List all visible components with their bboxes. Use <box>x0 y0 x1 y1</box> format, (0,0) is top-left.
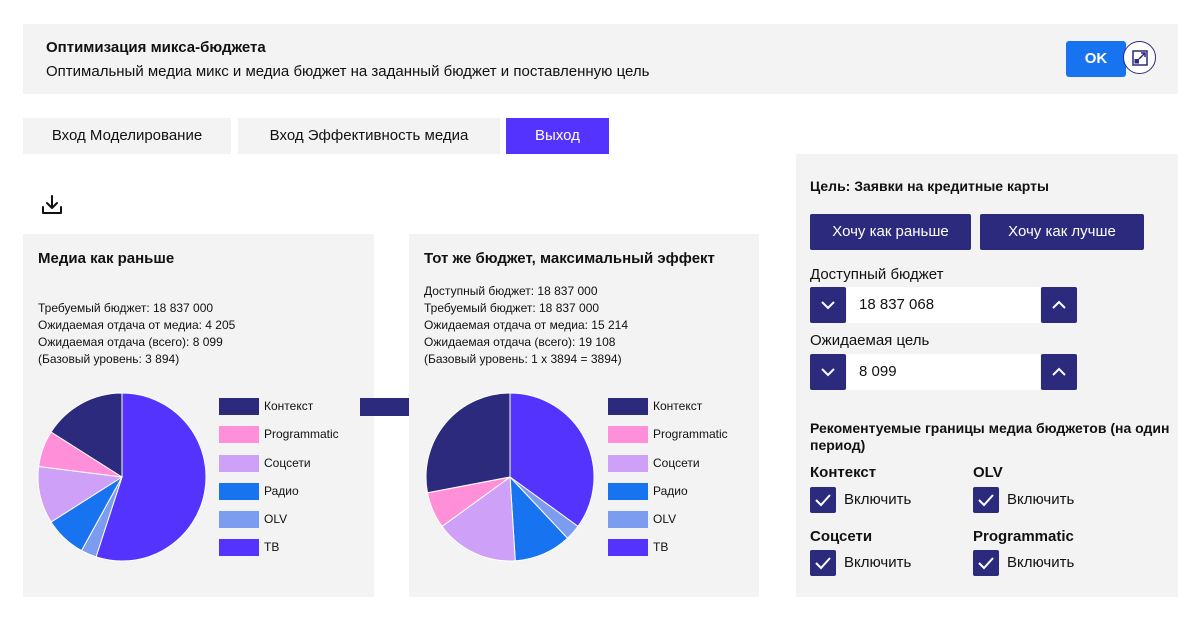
goal-title: Цель: Заявки на кредитные карты <box>810 178 1049 194</box>
recommended-bounds-title: Рекоментуемые границы медиа бюджетов (на… <box>810 420 1170 453</box>
goal-panel: Цель: Заявки на кредитные карты Хочу как… <box>796 154 1178 597</box>
download-icon[interactable] <box>40 193 64 217</box>
stat-line: Доступный бюджет: 18 837 000 <box>424 284 598 298</box>
stats-block: Доступный бюджет: 18 837 000 Требуемый б… <box>424 283 628 368</box>
legend-label: OLV <box>653 512 677 526</box>
stat-line: Ожидаемая отдача от медиа: 4 205 <box>38 318 236 332</box>
checkbox-programmatic[interactable] <box>973 550 999 576</box>
legend-swatch <box>608 455 648 472</box>
budget-input[interactable]: 18 837 068 <box>847 287 1040 323</box>
target-decrement-button[interactable] <box>810 354 846 390</box>
checkbox-olv[interactable] <box>973 487 999 513</box>
check-icon <box>978 494 994 507</box>
legend-swatch <box>219 483 259 500</box>
legend-swatch <box>608 398 648 415</box>
chevron-down-icon <box>821 301 835 310</box>
channel-label-social: Соцсети <box>810 528 873 545</box>
tab-output[interactable]: Выход <box>506 118 609 154</box>
check-icon <box>815 494 831 507</box>
stat-line: Ожидаемая отдача от медиа: 15 214 <box>424 318 628 332</box>
expand-icon <box>1131 49 1148 66</box>
checkbox-label: Включить <box>844 491 912 508</box>
checkbox-label: Включить <box>1007 491 1075 508</box>
pie-chart-before <box>37 392 207 562</box>
pie-chart-optimized <box>425 392 595 562</box>
stat-line: (Базовый уровень: 1 x 3894 = 3894) <box>424 352 622 366</box>
legend-label: ТВ <box>264 540 280 554</box>
legend-label: Соцсети <box>264 456 311 470</box>
legend-swatch <box>219 398 259 415</box>
target-input[interactable]: 8 099 <box>847 354 1040 390</box>
page-title: Оптимизация микса-бюджета <box>46 39 266 56</box>
chart-card-before: Медиа как раньше Требуемый бюджет: 18 83… <box>23 234 374 597</box>
chevron-down-icon <box>821 368 835 377</box>
legend-swatch <box>219 511 259 528</box>
stat-line: Ожидаемая отдача (всего): 8 099 <box>38 335 223 349</box>
check-icon <box>978 557 994 570</box>
target-increment-button[interactable] <box>1041 354 1077 390</box>
stat-line: Требуемый бюджет: 18 837 000 <box>38 301 214 315</box>
ok-button[interactable]: OK <box>1066 41 1126 77</box>
checkbox-social[interactable] <box>810 550 836 576</box>
stat-line: Ожидаемая отдача (всего): 19 108 <box>424 335 616 349</box>
card-title: Тот же бюджет, максимальный эффект <box>424 250 715 267</box>
legend-label: Радио <box>264 484 299 498</box>
legend-label: Programmatic <box>653 427 728 441</box>
card-title: Медиа как раньше <box>38 250 175 267</box>
want-better-button[interactable]: Хочу как лучше <box>980 214 1144 250</box>
channel-label-context: Контекст <box>810 464 877 481</box>
pie-slice-0 <box>425 392 511 494</box>
header-bar: Оптимизация микса-бюджета Оптимальный ме… <box>23 24 1178 94</box>
pie-slice-0 <box>50 392 123 478</box>
legend-label: Радио <box>653 484 688 498</box>
legend-label: ТВ <box>653 540 669 554</box>
legend-swatch <box>608 483 648 500</box>
legend-swatch <box>219 426 259 443</box>
budget-decrement-button[interactable] <box>810 287 846 323</box>
budget-increment-button[interactable] <box>1041 287 1077 323</box>
legend-label: Соцсети <box>653 456 700 470</box>
checkbox-label: Включить <box>844 554 912 571</box>
legend-swatch <box>608 426 648 443</box>
legend-label: Programmatic <box>264 427 339 441</box>
tab-input-media-efficiency[interactable]: Вход Эффективность медиа <box>238 118 500 154</box>
stat-line: (Базовый уровень: 3 894) <box>38 352 180 366</box>
legend-swatch <box>608 511 648 528</box>
stats-block: Требуемый бюджет: 18 837 000 Ожидаемая о… <box>38 300 235 368</box>
expand-button[interactable] <box>1123 41 1156 74</box>
budget-label: Доступный бюджет <box>810 266 944 283</box>
legend-label: OLV <box>264 512 288 526</box>
pie-slice-5 <box>95 392 207 562</box>
chevron-up-icon <box>1052 300 1066 309</box>
want-as-before-button[interactable]: Хочу как раньше <box>810 214 971 250</box>
tab-input-modeling[interactable]: Вход Моделирование <box>23 118 231 154</box>
target-label: Ожидаемая цель <box>810 332 930 349</box>
legend-swatch <box>219 539 259 556</box>
page-subtitle: Оптимальный медиа микс и медиа бюджет на… <box>46 63 650 80</box>
pie-slice-5 <box>509 392 595 528</box>
legend-swatch <box>219 455 259 472</box>
legend-label: Контекст <box>264 399 314 413</box>
chart-card-optimized: Тот же бюджет, максимальный эффект Досту… <box>409 234 759 597</box>
channel-label-olv: OLV <box>973 464 1003 481</box>
chevron-up-icon <box>1052 367 1066 376</box>
checkbox-label: Включить <box>1007 554 1075 571</box>
channel-label-programmatic: Programmatic <box>973 528 1074 545</box>
legend-swatch <box>608 539 648 556</box>
pie-slice-2 <box>441 476 516 562</box>
checkbox-context[interactable] <box>810 487 836 513</box>
legend-label: Контекст <box>653 399 703 413</box>
stat-line: Требуемый бюджет: 18 837 000 <box>424 301 600 315</box>
check-icon <box>815 557 831 570</box>
